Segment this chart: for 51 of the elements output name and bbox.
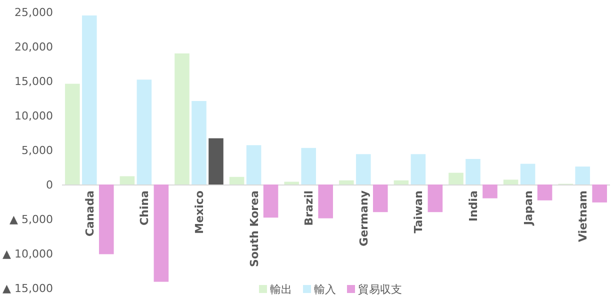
bar (592, 184, 607, 202)
bar (575, 166, 590, 184)
legend-label: 輸出 (270, 283, 292, 296)
bar (318, 184, 333, 218)
bar (394, 180, 409, 184)
x-tick-label: Germany (357, 190, 370, 246)
x-tick-label: Vietnam (576, 190, 590, 242)
bar (65, 84, 80, 184)
bar (428, 184, 443, 212)
bar (192, 101, 206, 184)
bar (120, 176, 135, 184)
legend-label: 貿易収支 (358, 283, 402, 296)
y-tick-label: 10,000 (14, 110, 53, 122)
y-tick-label: 0 (46, 178, 53, 192)
bar (356, 154, 371, 184)
bar (246, 145, 262, 184)
bar (284, 182, 300, 184)
x-tick-label: Canada (83, 190, 96, 237)
legend-label: 輸入 (314, 283, 336, 296)
y-tick-label: ▲ 10,000 (2, 248, 53, 260)
x-tick-label: Brazil (302, 190, 316, 226)
x-tick-label: India (467, 190, 480, 222)
y-tick-label: 20,000 (14, 40, 53, 54)
x-tick-label: China (138, 190, 152, 226)
y-tick-label: ▲ 15,000 (2, 282, 53, 295)
x-tick-label: Taiwan (412, 190, 426, 234)
bar (301, 148, 316, 184)
bar (136, 80, 152, 184)
bar (339, 180, 354, 184)
bar (154, 184, 169, 282)
bar (503, 180, 518, 184)
y-tick-label: 5,000 (22, 144, 53, 157)
bar (263, 184, 278, 218)
bar (229, 176, 244, 184)
bar (82, 15, 97, 184)
bar (410, 154, 426, 184)
y-tick-label: ▲ 5,000 (10, 213, 53, 226)
bar (208, 138, 224, 184)
bar (466, 158, 480, 184)
bar (520, 164, 536, 184)
x-tick-label: Japan (522, 190, 535, 226)
bar (98, 184, 114, 254)
x-tick-label: South Korea (248, 190, 261, 267)
bar (482, 184, 498, 198)
y-tick-label: 25,000 (14, 6, 53, 19)
bar (372, 184, 388, 212)
x-tick-label: Mexico (193, 190, 206, 234)
bar (448, 172, 464, 184)
y-tick-label: 15,000 (14, 75, 53, 88)
bar (174, 53, 190, 184)
bar (537, 184, 552, 200)
